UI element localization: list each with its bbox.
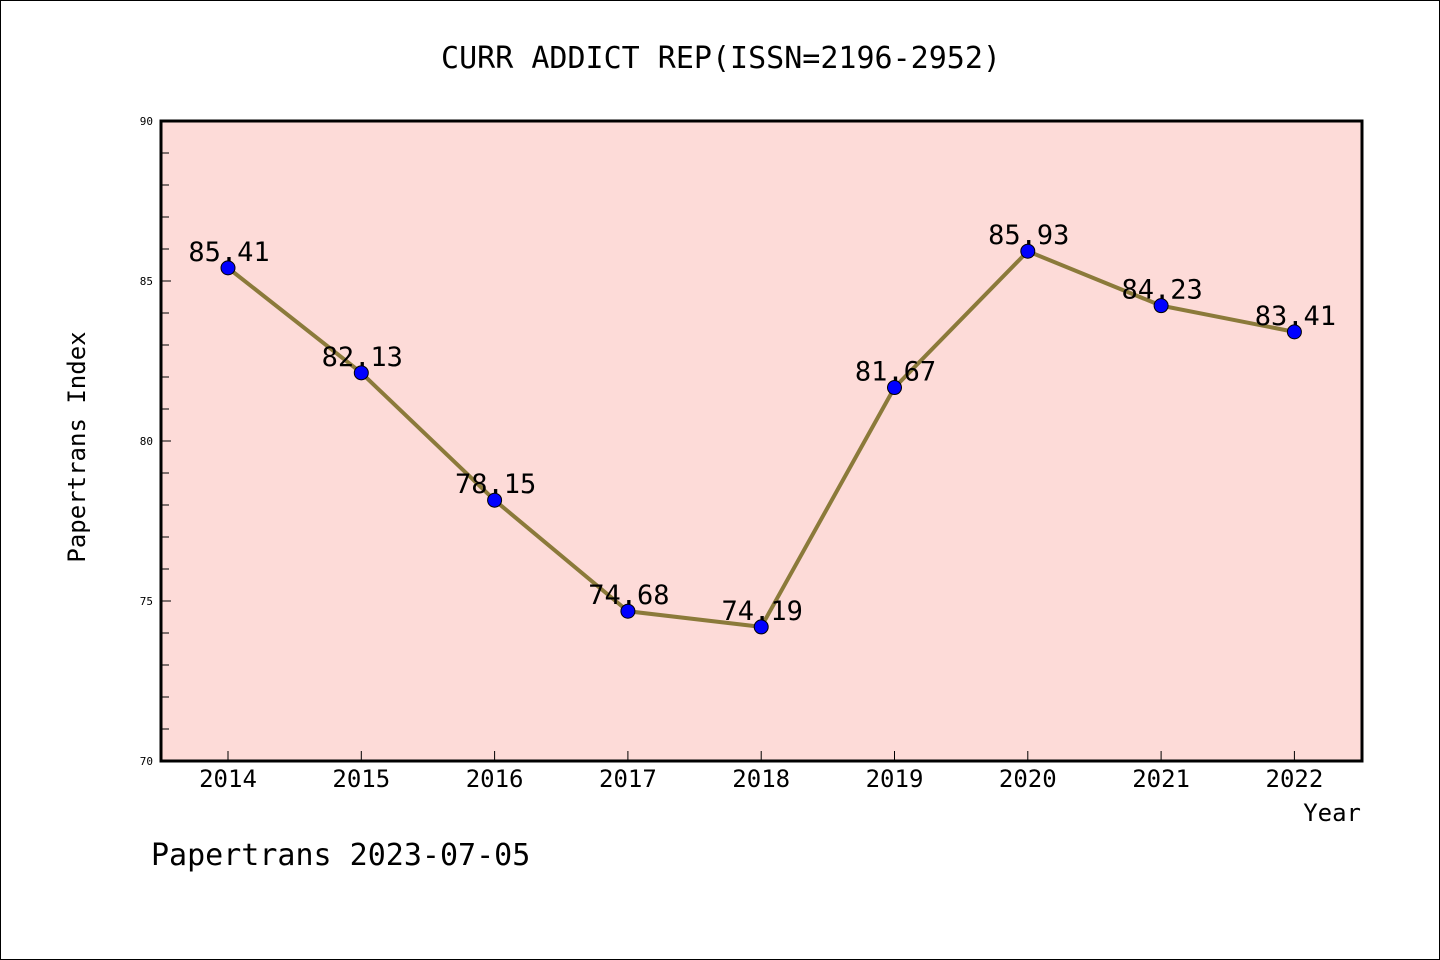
data-point [487, 492, 503, 508]
x-tick-label: 2017 [599, 765, 657, 793]
y-axis: 70 75 80 85 90 [140, 115, 171, 768]
x-tick-label: 2022 [1266, 765, 1324, 793]
x-tick-label: 2021 [1132, 765, 1190, 793]
data-point [220, 260, 236, 276]
data-point [887, 380, 902, 396]
data-label: 85.93 [988, 220, 1069, 251]
data-label: 78.15 [455, 469, 536, 500]
footer-text: Papertrans 2023-07-05 [151, 838, 530, 873]
y-tick-label: 70 [140, 755, 153, 768]
x-axis: 2014 2015 2016 2017 2018 2019 2020 2021 2022 [199, 751, 1323, 793]
chart-title: CURR ADDICT REP(ISSN=2196-2952) [441, 41, 1001, 76]
data-point [1153, 298, 1169, 314]
y-tick-label: 85 [140, 275, 153, 288]
x-tick-label: 2016 [466, 765, 524, 793]
data-label: 74.19 [722, 596, 803, 627]
plot-area [159, 119, 1364, 763]
y-tick-label: 80 [140, 435, 153, 448]
data-labels: 85.41 82.13 78.15 74.68 74.19 81.67 85.93 84.23… [188, 220, 1336, 627]
data-label: 84.23 [1121, 275, 1202, 306]
x-tick-label: 2020 [999, 765, 1057, 793]
y-tick-label: 75 [140, 595, 153, 608]
x-tick-label: 2019 [866, 765, 924, 793]
data-series [220, 243, 1302, 635]
x-axis-label: Year [1303, 799, 1361, 827]
y-tick-label: 90 [140, 115, 153, 128]
data-point [353, 365, 369, 381]
data-point [753, 619, 769, 635]
data-point [1286, 324, 1302, 340]
x-tick-label: 2014 [199, 765, 257, 793]
data-label: 81.67 [855, 357, 936, 388]
data-label: 83.41 [1255, 301, 1336, 332]
data-label: 82.13 [322, 342, 403, 373]
data-label: 85.41 [188, 237, 269, 268]
y-axis-label: Papertrans Index [63, 331, 91, 562]
x-tick-label: 2015 [332, 765, 390, 793]
data-point [620, 603, 636, 619]
data-point [1020, 243, 1036, 259]
x-tick-label: 2018 [732, 765, 790, 793]
data-label: 74.68 [588, 580, 669, 611]
